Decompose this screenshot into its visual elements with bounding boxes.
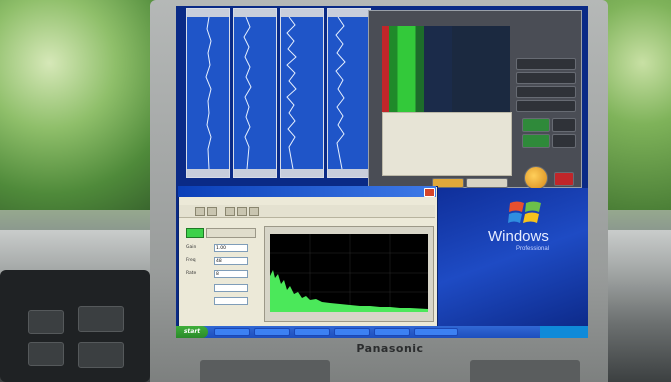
status-button[interactable] bbox=[432, 178, 464, 188]
control-button[interactable] bbox=[516, 58, 576, 70]
control-button[interactable] bbox=[552, 118, 576, 132]
console-button bbox=[28, 310, 64, 334]
control-button[interactable] bbox=[516, 100, 576, 112]
waveform-trace bbox=[243, 17, 252, 169]
laptop-hinge bbox=[200, 360, 330, 382]
taskbar-item[interactable] bbox=[294, 328, 330, 336]
console-button bbox=[28, 342, 64, 366]
window-foliage-left bbox=[0, 0, 165, 210]
windows-flag-icon bbox=[508, 201, 541, 223]
taskbar-item[interactable] bbox=[334, 328, 370, 336]
start-button[interactable]: start bbox=[176, 326, 208, 338]
waveform-trace bbox=[335, 17, 346, 169]
toolbar-button[interactable] bbox=[207, 207, 217, 216]
green-control-button[interactable] bbox=[522, 134, 550, 148]
toolbar-button[interactable] bbox=[195, 207, 205, 216]
toolbar-button[interactable] bbox=[237, 207, 247, 216]
windows-desktop bbox=[436, 188, 588, 326]
mode-button[interactable] bbox=[206, 228, 256, 238]
rate-field[interactable]: 8 bbox=[214, 270, 248, 278]
windows-edition-text: Professional bbox=[516, 246, 550, 252]
value-field[interactable] bbox=[214, 297, 248, 305]
window-titlebar[interactable] bbox=[178, 186, 436, 197]
status-button[interactable] bbox=[466, 178, 508, 188]
laptop-hinge bbox=[470, 360, 580, 382]
spectrogram-image bbox=[382, 26, 452, 112]
red-control-button[interactable] bbox=[554, 172, 574, 186]
toolbar bbox=[179, 205, 435, 218]
control-button[interactable] bbox=[552, 134, 576, 148]
menu-bar[interactable] bbox=[179, 197, 435, 205]
system-tray bbox=[540, 326, 588, 338]
window-foliage-right bbox=[600, 0, 671, 210]
windows-logo-text: Windows bbox=[488, 228, 549, 245]
waveform-panel bbox=[280, 8, 324, 178]
dashboard-console bbox=[0, 270, 150, 382]
spectrum-trace bbox=[270, 234, 428, 312]
waveform-panel bbox=[233, 8, 277, 178]
taskbar-item[interactable] bbox=[374, 328, 410, 336]
run-indicator-button[interactable] bbox=[186, 228, 204, 238]
toolbar-button[interactable] bbox=[249, 207, 259, 216]
knob-icon[interactable] bbox=[524, 166, 548, 190]
waveform-panel bbox=[186, 8, 230, 178]
freq-field[interactable]: 48 bbox=[214, 257, 248, 265]
spectrum-plot-area bbox=[382, 112, 512, 176]
field-label: Gain bbox=[186, 245, 197, 250]
gain-field[interactable]: 1.00 bbox=[214, 244, 248, 252]
control-button[interactable] bbox=[516, 86, 576, 98]
laptop-brand-logo: Panasonic bbox=[356, 342, 424, 355]
taskbar-item[interactable] bbox=[414, 328, 458, 336]
control-button[interactable] bbox=[516, 72, 576, 84]
console-button bbox=[78, 306, 124, 332]
waveform-trace bbox=[205, 17, 212, 169]
console-button bbox=[78, 342, 124, 368]
waveform-trace bbox=[286, 17, 297, 169]
waveform-panel bbox=[327, 8, 371, 178]
taskbar-item[interactable] bbox=[254, 328, 290, 336]
toolbar-button[interactable] bbox=[225, 207, 235, 216]
close-icon[interactable] bbox=[424, 188, 435, 197]
value-field[interactable] bbox=[214, 284, 248, 292]
start-label: start bbox=[183, 328, 201, 335]
spectrogram-dark-area bbox=[452, 26, 510, 112]
green-control-button[interactable] bbox=[522, 118, 550, 132]
taskbar-item[interactable] bbox=[214, 328, 250, 336]
field-label: Rate bbox=[186, 271, 197, 276]
spectrum-plot bbox=[270, 234, 428, 312]
field-label: Freq bbox=[186, 258, 196, 263]
